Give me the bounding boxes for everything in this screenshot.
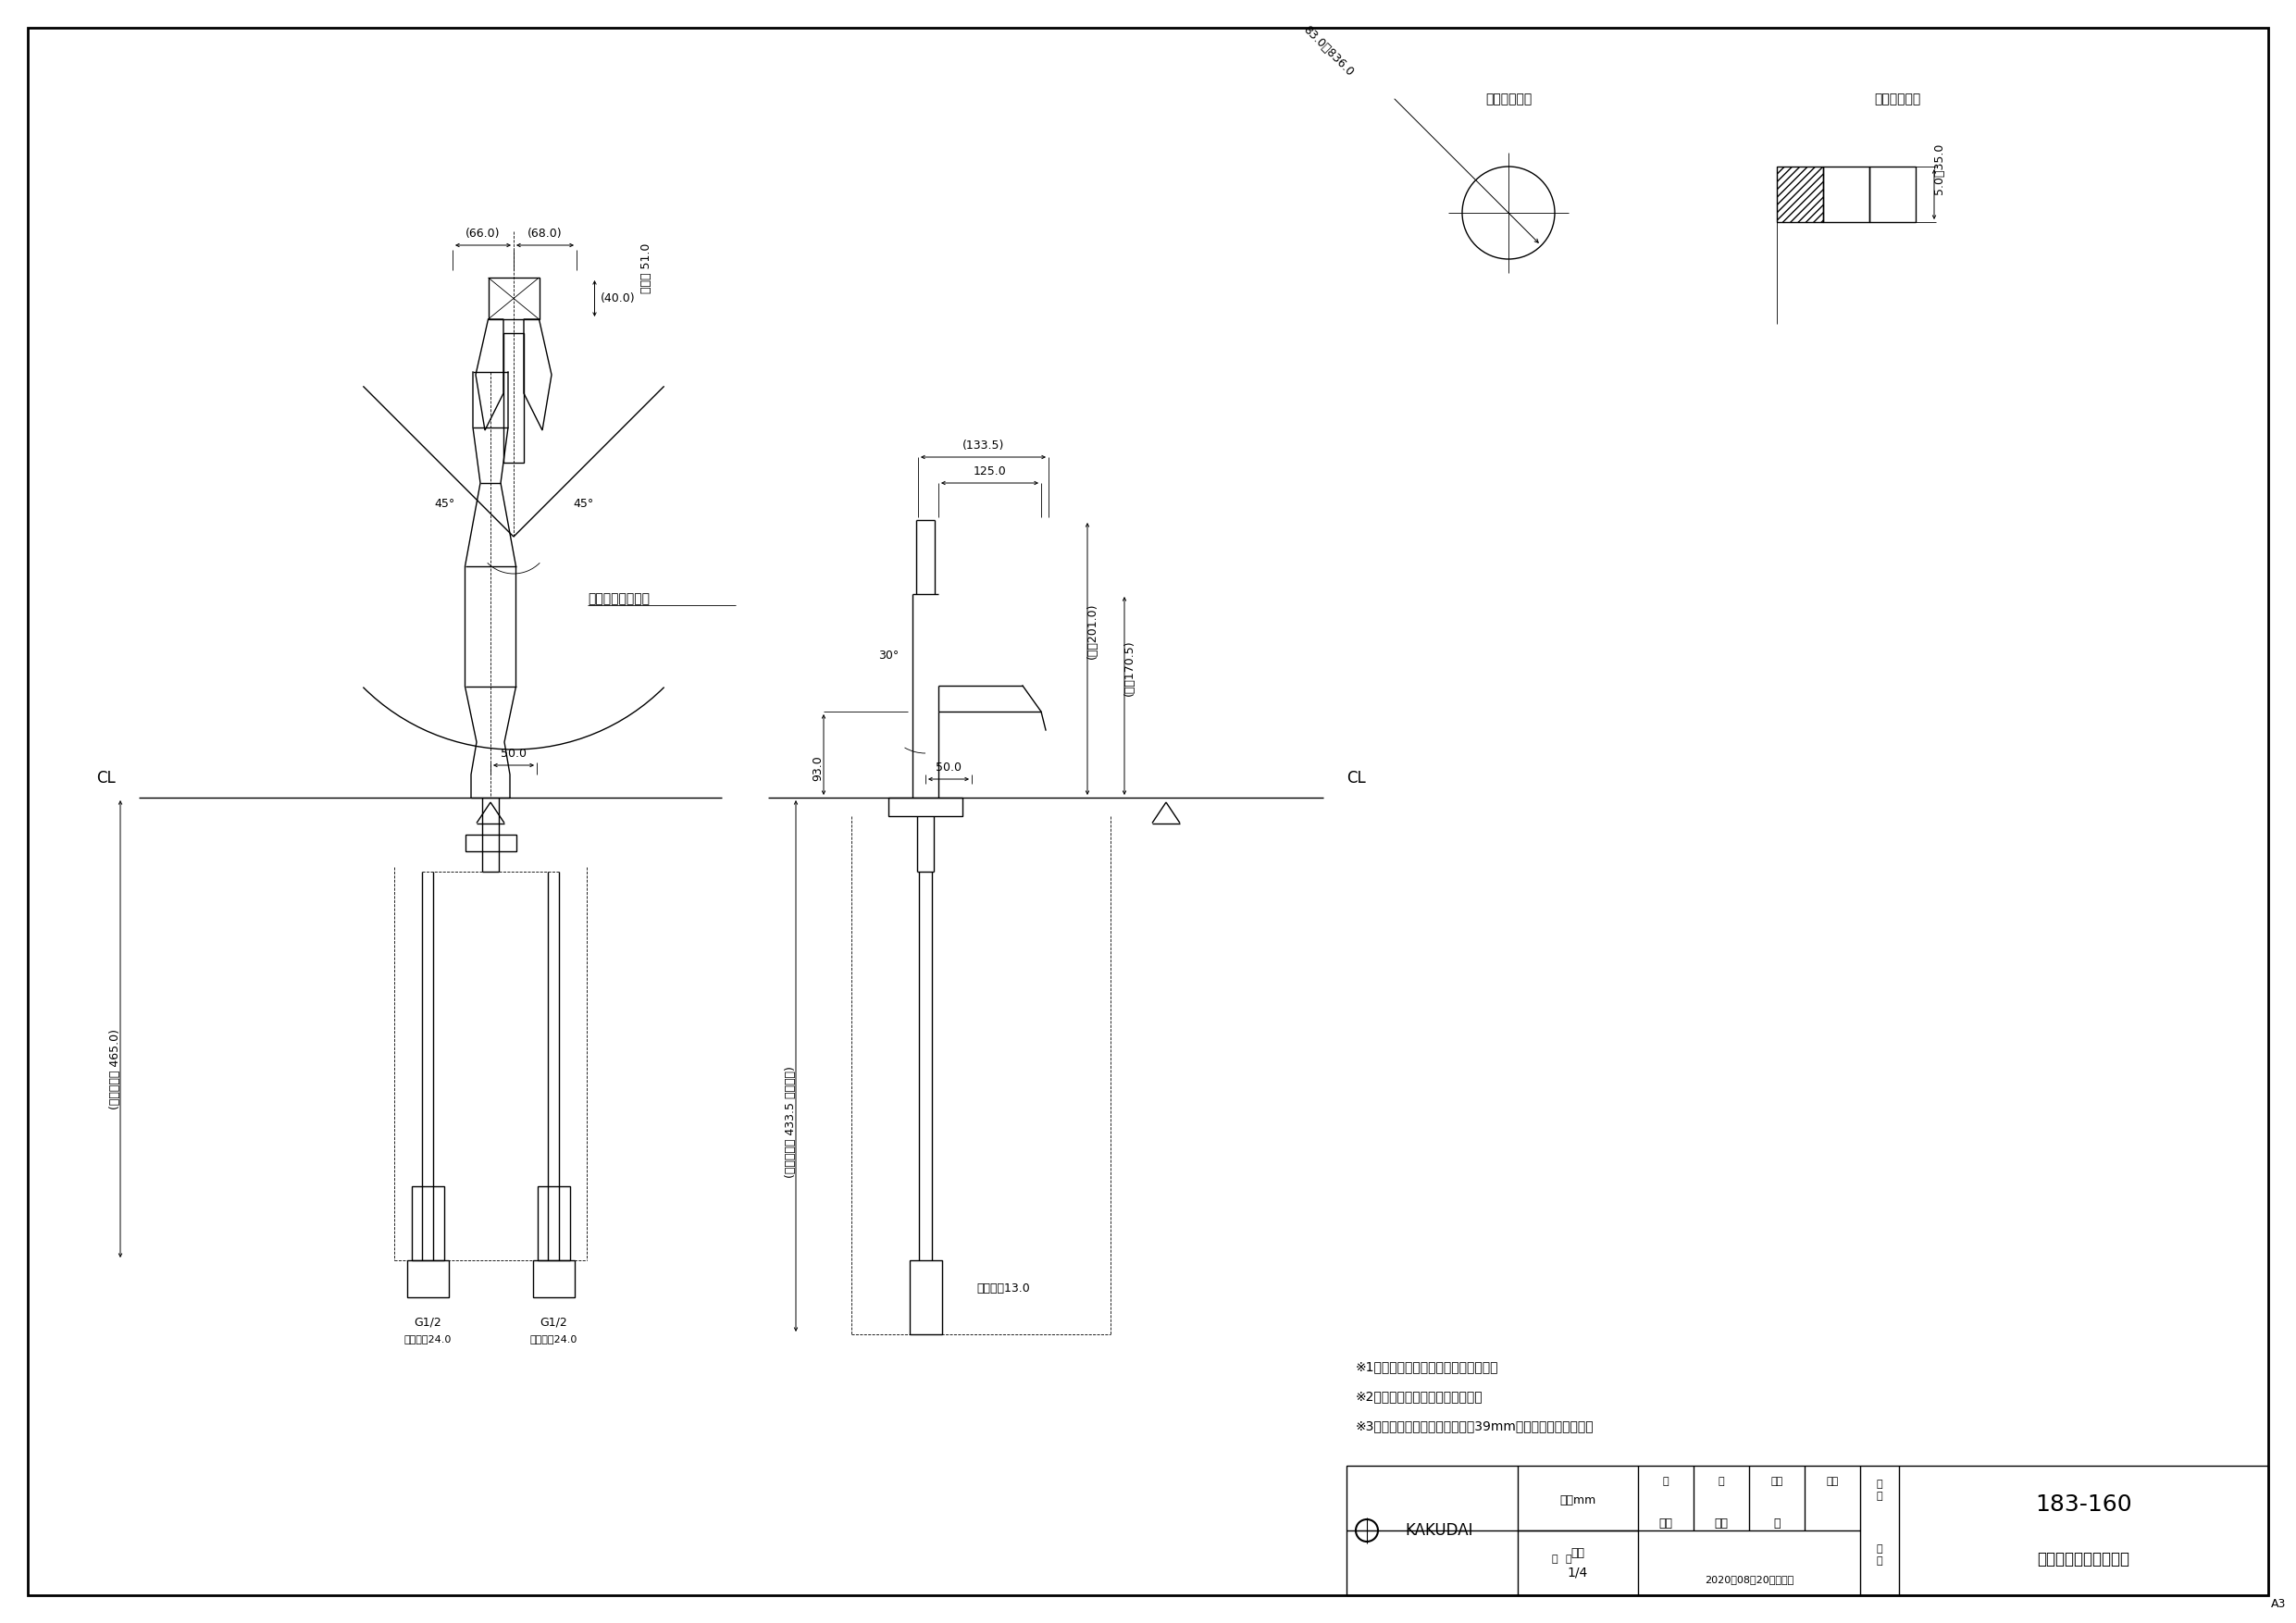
Text: ※1　（　）内寸法は参考寸法である。: ※1 （ ）内寸法は参考寸法である。 xyxy=(1355,1360,1499,1373)
Text: 183-160: 183-160 xyxy=(2034,1493,2133,1516)
Text: (68.0): (68.0) xyxy=(528,227,563,240)
Text: 1/4: 1/4 xyxy=(1568,1566,1589,1579)
Text: 50.0: 50.0 xyxy=(934,761,962,774)
Text: ※3　ブレードホースは曲げ半径39mm以上を確保すること。: ※3 ブレードホースは曲げ半径39mm以上を確保すること。 xyxy=(1355,1420,1593,1433)
Text: 番: 番 xyxy=(1876,1492,1883,1501)
Bar xyxy=(466,834,517,852)
Text: 45°: 45° xyxy=(572,498,592,510)
Text: G1/2: G1/2 xyxy=(413,1316,441,1328)
Text: 六角対辺24.0: 六角対辺24.0 xyxy=(530,1334,576,1344)
Text: 製: 製 xyxy=(1662,1477,1669,1487)
Bar xyxy=(411,1186,443,1261)
Text: 尺: 尺 xyxy=(1552,1555,1557,1563)
Text: 黒崎: 黒崎 xyxy=(1658,1518,1674,1529)
Text: (66.0): (66.0) xyxy=(466,227,501,240)
Text: 5.0〜35.0: 5.0〜35.0 xyxy=(1933,143,1945,195)
Bar xyxy=(489,278,540,320)
Bar xyxy=(889,797,962,816)
Bar xyxy=(1869,167,1915,222)
Text: 125.0: 125.0 xyxy=(974,466,1006,477)
Bar xyxy=(1823,167,1869,222)
Text: シングルレバー混合栓: シングルレバー混合栓 xyxy=(2037,1550,2131,1568)
Text: KAKUDAI: KAKUDAI xyxy=(1405,1522,1474,1539)
Text: 尺度: 尺度 xyxy=(1570,1547,1584,1560)
Text: 天板取付穴径: 天板取付穴径 xyxy=(1486,93,1531,105)
Text: (本体170.5): (本体170.5) xyxy=(1123,639,1134,696)
Text: 品: 品 xyxy=(1876,1545,1883,1553)
Bar xyxy=(503,333,523,463)
Text: 名: 名 xyxy=(1876,1556,1883,1566)
Text: (取付面より 465.0): (取付面より 465.0) xyxy=(110,1029,122,1110)
Text: A3: A3 xyxy=(2271,1599,2287,1610)
Text: CL: CL xyxy=(1345,769,1366,787)
Text: CL: CL xyxy=(96,769,115,787)
Text: 六角対辺13.0: 六角対辺13.0 xyxy=(976,1282,1031,1294)
Text: 単位mm: 単位mm xyxy=(1559,1495,1596,1506)
Text: (全長201.0): (全長201.0) xyxy=(1086,602,1097,659)
Text: 度: 度 xyxy=(1566,1555,1573,1563)
Text: 品: 品 xyxy=(1876,1480,1883,1488)
Bar xyxy=(533,1261,574,1297)
Text: 山田: 山田 xyxy=(1715,1518,1729,1529)
Text: 承認: 承認 xyxy=(1825,1477,1839,1487)
Text: 六角対辺24.0: 六角対辺24.0 xyxy=(404,1334,452,1344)
Text: (133.5): (133.5) xyxy=(962,440,1003,451)
Bar xyxy=(1345,1466,2268,1595)
Text: ハンドル回転角度: ハンドル回転角度 xyxy=(588,592,650,605)
Bar xyxy=(909,1261,941,1334)
Text: 45°: 45° xyxy=(434,498,455,510)
Bar xyxy=(1777,167,1823,222)
Text: 93.0: 93.0 xyxy=(813,755,824,781)
Text: 83.0〜836.0: 83.0〜836.0 xyxy=(1300,23,1355,78)
Text: 図: 図 xyxy=(1717,1477,1724,1487)
Text: G1/2: G1/2 xyxy=(540,1316,567,1328)
Text: 検図: 検図 xyxy=(1770,1477,1784,1487)
Text: 傾斜角 51.0: 傾斜角 51.0 xyxy=(641,243,652,294)
Bar xyxy=(406,1261,448,1297)
Bar xyxy=(537,1186,569,1261)
Text: (取付面より 433.5 重量省略): (取付面より 433.5 重量省略) xyxy=(785,1066,797,1178)
Text: ※2　止水栓を必ず設置すること。: ※2 止水栓を必ず設置すること。 xyxy=(1355,1389,1483,1402)
Text: 50.0: 50.0 xyxy=(501,748,526,760)
Text: 2020年08月20日　作成: 2020年08月20日 作成 xyxy=(1704,1574,1793,1584)
Text: 30°: 30° xyxy=(877,651,898,662)
Text: 祝: 祝 xyxy=(1773,1518,1779,1529)
Text: 天板締付範囲: 天板締付範囲 xyxy=(1874,93,1919,105)
Text: (40.0): (40.0) xyxy=(599,292,636,305)
